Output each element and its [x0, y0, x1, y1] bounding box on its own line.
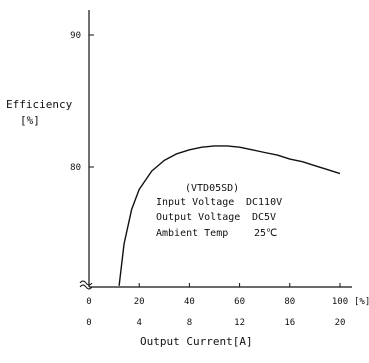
x-tick-label-current-5: 20 [335, 318, 346, 328]
y-tick-label-0: 90 [70, 31, 81, 41]
annotation-input-voltage-label: Input Voltage [156, 197, 234, 208]
x-tick-label-current-2: 8 [187, 318, 192, 328]
x-tick-label-percent-2: 40 [184, 297, 195, 307]
y-axis-label: Efficiency [6, 98, 73, 111]
x-tick-label-current-4: 16 [284, 318, 295, 328]
annotation-model: (VTD05SD) [185, 183, 239, 194]
x-tick-label-percent-4: 80 [284, 297, 295, 307]
y-axis-unit: [%] [20, 114, 40, 127]
ticks: 90 80 0 0 20 4 40 8 60 12 80 16 100 20 [70, 31, 348, 328]
y-axis-break-mark-1 [79, 280, 93, 286]
x-tick-label-percent-5: 100 [332, 297, 348, 307]
annotation-block: (VTD05SD) Input Voltage DC110V Output Vo… [156, 183, 282, 239]
annotation-input-voltage-value: DC110V [246, 197, 282, 208]
x-tick-label-current-0: 0 [86, 318, 91, 328]
annotation-ambient-temp-value: 25℃ [254, 228, 277, 239]
annotation-ambient-temp-label: Ambient Temp [156, 228, 228, 239]
x-axis-label: Output Current[A] [140, 335, 253, 348]
series [118, 145, 341, 286]
x-tick-label-percent-0: 0 [86, 297, 91, 307]
series-line-0 [118, 145, 341, 286]
x-axis-percent-unit: [%] [354, 297, 369, 307]
x-tick-label-percent-1: 20 [134, 297, 145, 307]
y-tick-label-1: 80 [70, 163, 81, 173]
annotation-output-voltage-value: DC5V [252, 212, 276, 223]
axes [79, 10, 352, 290]
x-tick-label-current-3: 12 [234, 318, 245, 328]
annotation-output-voltage-label: Output Voltage [156, 212, 240, 223]
x-tick-label-percent-3: 60 [234, 297, 245, 307]
x-tick-label-current-1: 4 [136, 318, 141, 328]
y-axis-break-mark-2 [79, 284, 93, 290]
